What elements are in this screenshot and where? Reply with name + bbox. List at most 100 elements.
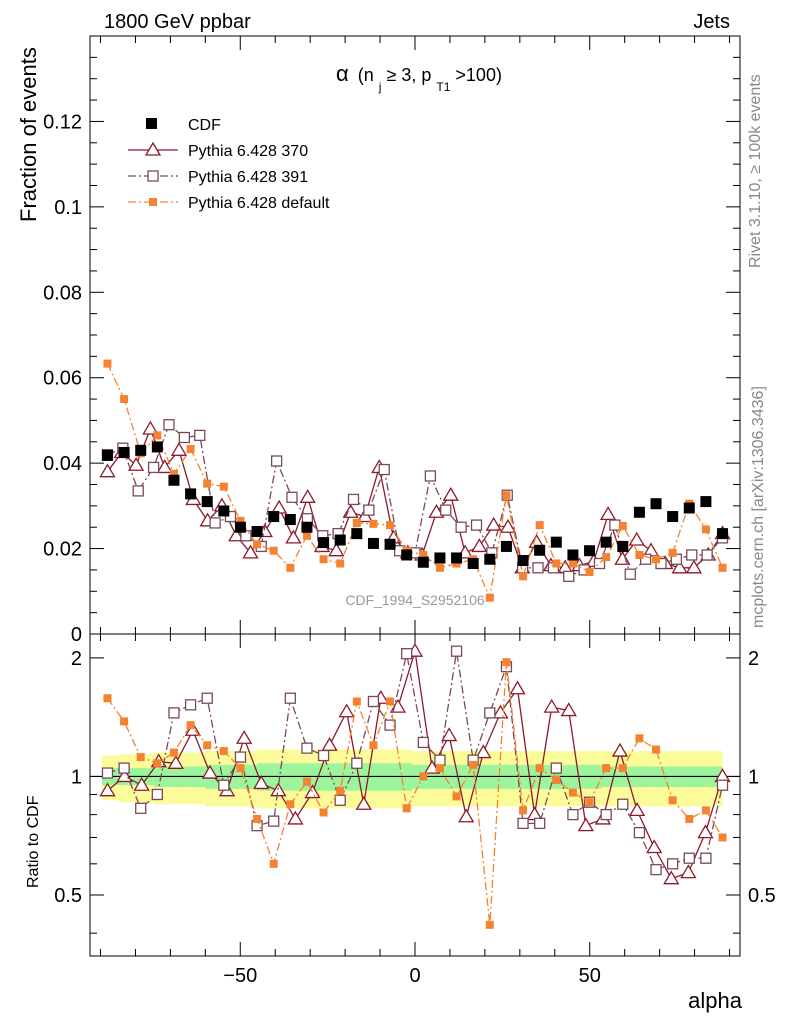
x-tick-label: 50 (579, 965, 601, 987)
ratio-point (646, 839, 663, 854)
ratio-point (611, 742, 629, 757)
data-point (302, 531, 311, 540)
data-point (635, 550, 644, 559)
ratio-point (650, 863, 662, 876)
data-point (132, 485, 144, 497)
legend-entry-pythia-default: Pythia 6.428 default (128, 195, 330, 212)
data-point (701, 549, 713, 561)
data-point (700, 496, 712, 508)
data-point (434, 552, 446, 564)
data-point (285, 529, 302, 544)
data-point (101, 449, 113, 461)
data-point (253, 540, 262, 549)
data-point (153, 431, 162, 440)
data-point (685, 559, 703, 574)
ratio-point (386, 697, 395, 706)
data-point (452, 559, 461, 568)
data-point (118, 446, 130, 458)
y-tick-label-top: 0.06 (43, 368, 82, 390)
y-tick-label-top: 0.08 (43, 282, 82, 304)
ratio-point (286, 800, 295, 809)
ratio-point (355, 795, 372, 810)
ratio-point (369, 741, 378, 750)
data-point (567, 549, 579, 561)
y-tick-label-bottom: 2 (71, 648, 82, 670)
ratio-point (319, 808, 328, 817)
data-point (178, 431, 191, 444)
legend-entry-pythia-391: Pythia 6.428 391 (128, 169, 308, 186)
data-point (378, 463, 390, 476)
ratio-point (452, 792, 461, 801)
ratio-point (253, 814, 262, 823)
data-point (336, 559, 345, 568)
legend-label-cdf: CDF (188, 117, 221, 134)
ratio-point (103, 694, 112, 703)
data-point (617, 540, 629, 552)
ratio-point (509, 680, 526, 695)
header-process-label: Jets (693, 11, 730, 33)
title-mid: ≥ 3, p (386, 65, 431, 85)
data-point (419, 550, 428, 559)
ratio-point (435, 764, 444, 773)
data-point (151, 441, 163, 453)
data-point (628, 531, 645, 546)
ratio-point (167, 754, 184, 769)
y-tick-label-top: 0.12 (43, 111, 82, 133)
ratio-point (253, 775, 270, 790)
y-tick-label-bottom-right: 1 (748, 766, 759, 788)
data-point (318, 537, 330, 549)
ratio-point (701, 806, 710, 815)
y-tick-label-top: 0 (71, 624, 82, 646)
ratio-series-pythia-6-428-default (103, 658, 727, 929)
data-point (224, 510, 237, 523)
ratio-point (153, 759, 162, 768)
ratio-point (517, 817, 529, 830)
y-axis-label-bottom: Ratio to CDF (25, 795, 42, 888)
data-point (147, 461, 160, 474)
ratio-point (567, 808, 579, 821)
legend-entry-pythia-370: Pythia 6.428 370 (128, 141, 308, 160)
ratio-point (118, 762, 130, 774)
ratio-point (718, 833, 727, 842)
legend-marker-pythia-391 (147, 170, 159, 182)
ratio-point (475, 744, 492, 759)
ratio-point (201, 692, 213, 704)
data-point (369, 519, 378, 528)
ratio-point (585, 798, 594, 807)
ratio-point (635, 734, 644, 743)
cdf-uncertainty-bands (102, 749, 723, 809)
data-point (563, 570, 575, 582)
data-point (120, 395, 129, 404)
ratio-point (685, 814, 694, 823)
y-tick-label-bottom: 0.5 (54, 885, 82, 907)
ratio-series-pythia-6-428-391 (101, 645, 729, 876)
ratio-point (352, 697, 361, 706)
ratio-point (441, 727, 458, 742)
data-point (203, 479, 212, 488)
data-point (186, 445, 195, 454)
data-point (286, 563, 295, 572)
data-point (251, 525, 263, 537)
ratio-point (577, 817, 594, 832)
ratio-point (417, 736, 429, 749)
legend-marker-pythia-default (149, 198, 157, 206)
header-energy-label: 1800 GeV ppbar (104, 11, 251, 33)
ratio-point (268, 815, 280, 827)
data-point (201, 496, 213, 508)
data-point (386, 521, 395, 530)
data-point (517, 555, 529, 567)
ratio-point (485, 920, 494, 929)
ratio-point (534, 817, 546, 830)
legend-label-pythia-370: Pythia 6.428 370 (188, 143, 308, 160)
ratio-point (201, 764, 219, 779)
ratio-point (683, 852, 695, 864)
ratio-point (492, 704, 509, 719)
data-point (600, 536, 612, 548)
data-point (299, 489, 316, 503)
data-point (301, 521, 313, 533)
data-point (519, 572, 528, 581)
series-cdf (101, 441, 729, 570)
ratio-point (334, 794, 346, 806)
legend-label-pythia-default: Pythia 6.428 default (188, 195, 330, 212)
data-point (284, 514, 296, 526)
